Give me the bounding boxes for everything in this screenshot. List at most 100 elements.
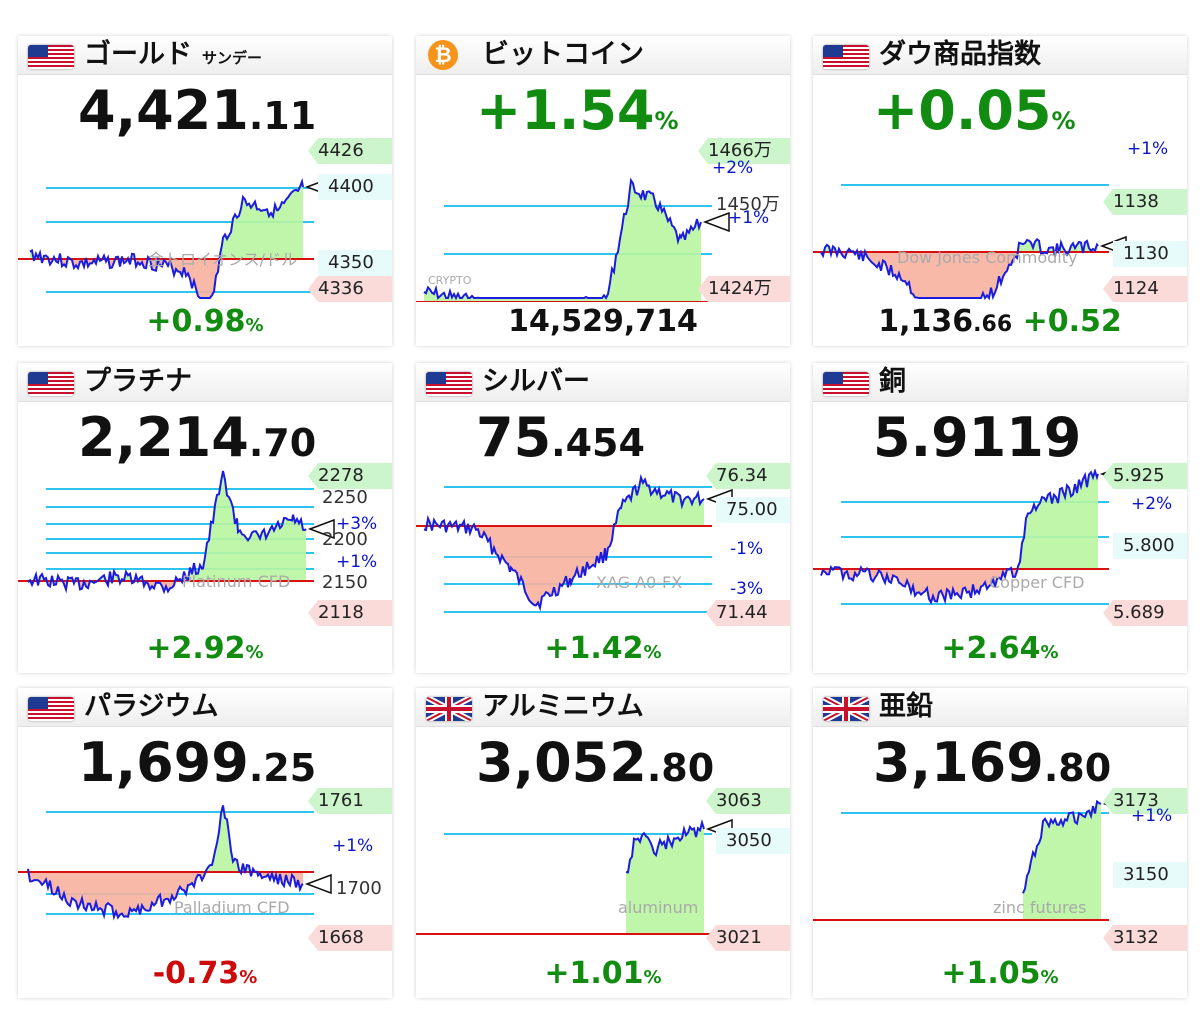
panel-header: 銅: [813, 363, 1187, 402]
low-tag: 1668: [308, 925, 392, 951]
current-price-pointer: [304, 873, 332, 895]
level-label: 5.800: [1113, 533, 1187, 559]
high-tag: 3063: [706, 788, 790, 814]
chart-watermark: XAG A0-FX: [596, 573, 683, 592]
low-tag: 1124: [1103, 276, 1187, 302]
panel-header: アルミニウム: [416, 688, 790, 727]
low-tag: 4336: [308, 276, 392, 302]
panel-header: ダウ商品指数: [813, 36, 1187, 75]
level-label: 75.00: [716, 497, 790, 523]
us-flag-icon: [28, 372, 74, 396]
loss-area: [424, 526, 704, 608]
panel-copper[interactable]: 銅 5.9119 5.925 +2% 5.800 5.689 Copper CF…: [813, 363, 1187, 673]
panel-platinum[interactable]: プラチナ 2,214.70 2278 2250 +3% 2200 +1% 215…: [18, 363, 392, 673]
panel-title: ゴールド: [84, 39, 192, 70]
chart-watermark: Platinum CFD: [182, 572, 291, 591]
panel-aluminum[interactable]: アルミニウム 3,052.80 3063 3050 3021 aluminum …: [416, 688, 790, 998]
price-chart: [813, 469, 1127, 605]
price-line: [27, 805, 304, 921]
level-label: 2250: [322, 487, 368, 508]
change-percent: +0.98%: [146, 304, 264, 339]
panel-title: 銅: [879, 366, 906, 397]
percent-gridline-label: -1%: [730, 539, 764, 559]
price-value: 3,169.80: [873, 731, 1112, 794]
panel-dow-commodity[interactable]: ダウ商品指数 +0.05% +1% 1138 1130 1124 Dow Jon…: [813, 36, 1187, 346]
price-line: [820, 469, 1099, 605]
gain-area: [821, 471, 1098, 569]
price-value: 14,529,714: [508, 304, 698, 339]
chart-watermark: Dow Jones Commodity: [897, 248, 1078, 267]
price-line: [625, 819, 705, 874]
percent-gridline-label: -3%: [730, 579, 764, 599]
price-line: [820, 237, 1099, 301]
panel-header: ₿ ビットコイン: [416, 36, 790, 75]
percent-gridline-label: +1%: [728, 208, 770, 228]
level-label: 2200: [322, 529, 368, 550]
level-label: 4350: [318, 250, 392, 276]
loss-area: [821, 569, 1098, 603]
uk-flag-icon: [426, 697, 472, 721]
panel-header: パラジウム: [18, 688, 392, 727]
gain-area: [28, 805, 303, 872]
percent-gridline-label: +1%: [1131, 806, 1173, 826]
price-chart: [18, 470, 335, 595]
gain-area: [424, 180, 701, 302]
percent-gridline-label: +3%: [336, 514, 378, 534]
panel-palladium[interactable]: パラジウム 1,699.25 1761 +1% 1700 1668 Pallad…: [18, 688, 392, 998]
us-flag-icon: [823, 372, 869, 396]
current-price-pointer: [702, 211, 730, 233]
us-flag-icon: [28, 45, 74, 69]
chart-watermark: aluminum: [618, 898, 699, 917]
level-label: 3150: [1113, 862, 1187, 888]
change-percent: +1.42%: [544, 631, 662, 666]
us-flag-icon: [426, 372, 472, 396]
level-label: 1450万: [716, 194, 780, 215]
price-line: [423, 473, 705, 612]
price-value: 4,421.11: [78, 79, 317, 142]
chart-watermark: CRYPTO: [428, 274, 472, 287]
panel-header: シルバー: [416, 363, 790, 402]
loss-area: [821, 252, 1098, 298]
price-line: [29, 177, 304, 299]
low-tag: 1424万: [698, 276, 790, 302]
panel-zinc[interactable]: 亜鉛 3,169.80 3173 +1% 3150 3132 zinc futu…: [813, 688, 1187, 998]
level-label: 2150: [322, 572, 368, 593]
panel-title: ビットコイン: [482, 39, 644, 70]
panel-title: プラチナ: [84, 366, 192, 397]
panel-silver[interactable]: シルバー 75.454 76.34 75.00 -1% -3% 71.44 XA…: [416, 363, 790, 673]
low-tag: 3021: [706, 925, 790, 951]
chart-watermark: Palladium CFD: [174, 898, 290, 917]
high-tag: 76.34: [706, 463, 790, 489]
high-tag: 4426: [308, 138, 392, 164]
panel-title: 亜鉛: [879, 691, 933, 722]
high-tag: 5.925: [1103, 463, 1187, 489]
high-tag: 1138: [1103, 189, 1187, 215]
percent-gridline-label: +2%: [712, 158, 754, 178]
panel-header: ゴールド サンデー: [18, 36, 392, 75]
price-value: 2,214.70: [78, 406, 317, 469]
change-percent: +2.64%: [941, 631, 1059, 666]
high-tag: 1466万: [698, 138, 790, 164]
price-value: 3,052.80: [476, 731, 715, 794]
bitcoin-icon: ₿: [428, 40, 458, 70]
high-tag: 1761: [308, 788, 392, 814]
chart-watermark: Copper CFD: [989, 573, 1085, 592]
panel-title: パラジウム: [84, 691, 219, 722]
price-chart: [416, 818, 733, 935]
gain-area: [30, 181, 303, 259]
chart-watermark: zinc futures: [993, 898, 1087, 917]
change-percent: +1.05%: [941, 956, 1059, 991]
panel-bitcoin[interactable]: ₿ ビットコイン +1.54% 1466万 +2% 1450万 +1% 1424…: [416, 36, 790, 346]
panel-gold[interactable]: ゴールド サンデー 4,421.11 4426 4400 4350 4336 金ト…: [18, 36, 392, 346]
us-flag-icon: [823, 45, 869, 69]
percent-gridline-label: +1%: [332, 836, 374, 856]
gain-area: [626, 822, 704, 934]
price-chart: [416, 473, 733, 613]
change-percent-large: +0.05%: [873, 79, 1076, 142]
loss-area: [28, 872, 303, 918]
panel-header: 亜鉛: [813, 688, 1187, 727]
price-line: [27, 470, 307, 595]
gain-area: [28, 471, 306, 581]
price-value: 75.454: [476, 406, 645, 469]
price-chart: [18, 805, 332, 921]
